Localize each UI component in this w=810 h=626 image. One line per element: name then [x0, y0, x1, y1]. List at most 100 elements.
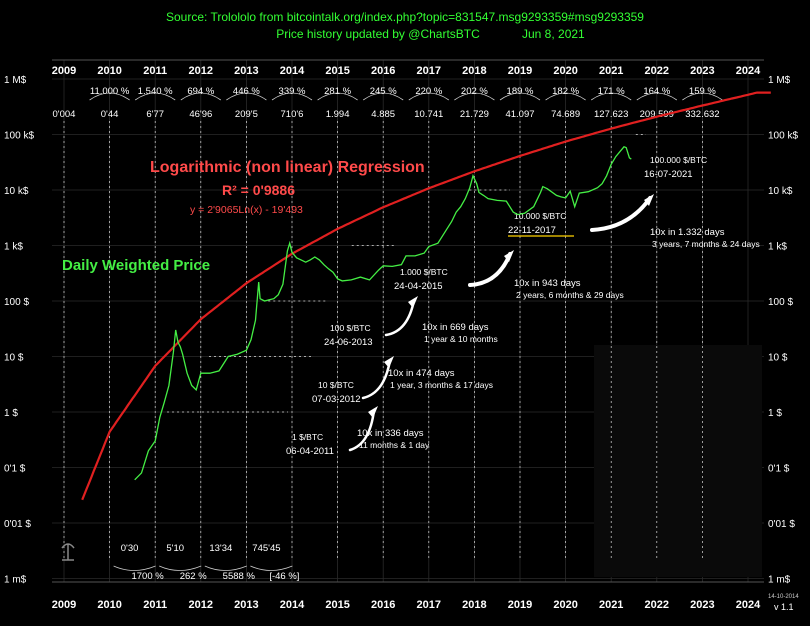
chart-source: Source: Trolololo from bitcointalk.org/i…: [166, 10, 644, 24]
regression-value-label: 41.097: [505, 109, 534, 120]
x-tick-label-top: 2024: [736, 65, 761, 77]
regression-value-label: 46'96: [189, 109, 212, 120]
y-tick-label-right: 10 $: [768, 353, 788, 364]
y-tick-label-right: 1 M$: [768, 75, 791, 86]
bottom-growth-label: 1700 %: [131, 571, 164, 582]
milestone-value: 1 $/BTC: [292, 432, 323, 442]
milestone-value: 10.000 $/BTC: [514, 211, 566, 221]
version-date: 14-10-2014: [768, 594, 799, 600]
annual-growth-label: 202 %: [461, 86, 488, 97]
interval-arrow: [590, 196, 652, 232]
x-tick-label-bottom: 2014: [280, 599, 305, 611]
interval-title: 10x in 336 days: [357, 428, 424, 439]
annual-growth-label: 245 %: [370, 86, 397, 97]
x-tick-label-bottom: 2019: [508, 599, 532, 611]
interval-arrow: [468, 252, 512, 287]
regression-value-label: 6'77: [146, 109, 164, 120]
regression-value-label: 10.741: [414, 109, 443, 120]
growth-arrow: [454, 92, 495, 101]
x-tick-label-top: 2009: [52, 65, 76, 77]
x-tick-label-bottom: 2018: [462, 599, 486, 611]
annual-growth-label: 220 %: [415, 86, 442, 97]
growth-arrow: [89, 92, 130, 101]
x-tick-label-bottom: 2010: [97, 599, 121, 611]
regression-value-label: 0'44: [101, 109, 119, 120]
bottom-value-label: 5'10: [166, 543, 184, 554]
regression-line: [81, 91, 771, 501]
regression-value-label: 127.623: [594, 109, 628, 120]
annual-growth-label: 171 %: [598, 86, 625, 97]
annual-growth-label: 182 %: [552, 86, 579, 97]
interval-arrowhead: [408, 296, 418, 308]
y-tick-label-right: 1 m$: [768, 575, 791, 586]
interval-detail: 2 years, 6 months & 29 days: [516, 290, 624, 300]
interval-detail: 11 months & 1 day: [359, 440, 430, 450]
x-tick-label-bottom: 2023: [690, 599, 714, 611]
interval-arrow: [361, 358, 392, 400]
bottom-growth-label: 262 %: [180, 571, 207, 582]
x-tick-label-bottom: 2024: [736, 599, 761, 611]
growth-arrow: [682, 92, 723, 101]
milestone-date: 24-04-2015: [394, 281, 443, 292]
annual-growth-label: 694 %: [187, 86, 214, 97]
growth-arrow: [362, 92, 404, 101]
milestone-date: 07-03-2012: [312, 394, 361, 405]
annual-growth-label: 446 %: [233, 86, 260, 97]
growth-arrow: [636, 92, 678, 101]
grid: [52, 59, 764, 583]
x-tick-label-top: 2017: [417, 65, 441, 77]
x-tick-label-top: 2019: [508, 65, 532, 77]
annual-growth-label: 189 %: [507, 86, 534, 97]
y-tick-label-left: 0'1 $: [4, 464, 26, 475]
y-tick-label-left: 10 k$: [4, 186, 29, 197]
y-tick-label-right: 100 $: [768, 297, 793, 308]
chart-date: Jun 8, 2021: [522, 27, 585, 41]
annual-growth-label: 159 %: [689, 86, 716, 97]
y-tick-label-left: 1 M$: [4, 75, 27, 86]
interval-arrow: [384, 298, 416, 337]
x-tick-label-bottom: 2017: [417, 599, 441, 611]
x-tick-label-bottom: 2015: [325, 599, 349, 611]
interval-detail: 1 year & 10 months: [424, 334, 498, 344]
x-tick-label-bottom: 2021: [599, 599, 623, 611]
interval-detail: 1 year, 3 months & 17 days: [390, 380, 493, 390]
series-label: Daily Weighted Price: [62, 257, 210, 274]
overlays: 11.000 % 1.540 % 694 % 446 % 339 % 281 % 245 %…: [53, 86, 760, 582]
annual-growth-label: 281 %: [324, 86, 351, 97]
x-tick-label-top: 2013: [234, 65, 258, 77]
regression-title: Logarithmic (non linear) Regression: [150, 159, 425, 176]
regression-value-label: 209'5: [235, 109, 258, 120]
regression-value-label: 1.994: [326, 109, 350, 120]
x-tick-label-bottom: 2009: [52, 599, 76, 611]
x-tick-label-top: 2011: [143, 65, 167, 77]
x-tick-label-top: 2018: [462, 65, 486, 77]
logo-icon: [61, 543, 75, 561]
x-tick-label-bottom: 2013: [234, 599, 258, 611]
interval-arrowhead: [384, 356, 394, 368]
regression-value-label: 74.689: [551, 109, 580, 120]
y-tick-label-right: 10 k$: [768, 186, 793, 197]
regression-value-label: 332.632: [685, 109, 719, 120]
milestone-value: 100.000 $/BTC: [650, 155, 707, 165]
regression-value-label: 710'6: [281, 109, 304, 120]
y-tick-label-left: 100 $: [4, 297, 29, 308]
milestone-value: 10 $/BTC: [318, 380, 354, 390]
y-tick-label-right: 1 $: [768, 408, 782, 419]
x-tick-label-bottom: 2022: [645, 599, 669, 611]
bottom-value-label: 745'45: [252, 543, 280, 554]
x-tick-label-top: 2010: [97, 65, 121, 77]
annual-growth-label: 339 %: [279, 86, 306, 97]
price-line: [134, 146, 632, 481]
y-tick-label-left: 0'01 $: [4, 519, 31, 530]
bottom-arrow: [113, 565, 156, 571]
price-series: [81, 91, 771, 501]
regression-value-label: 0'004: [53, 109, 76, 120]
y-tick-label-left: 1 $: [4, 408, 18, 419]
bottom-growth-label: 5588 %: [223, 571, 256, 582]
growth-arrow: [271, 92, 313, 101]
interval-detail: 3 years, 7 months & 24 days: [652, 239, 760, 249]
x-tick-label-top: 2012: [189, 65, 213, 77]
bottom-arrow: [250, 565, 293, 571]
interval-title: 10x in 669 days: [422, 322, 489, 333]
